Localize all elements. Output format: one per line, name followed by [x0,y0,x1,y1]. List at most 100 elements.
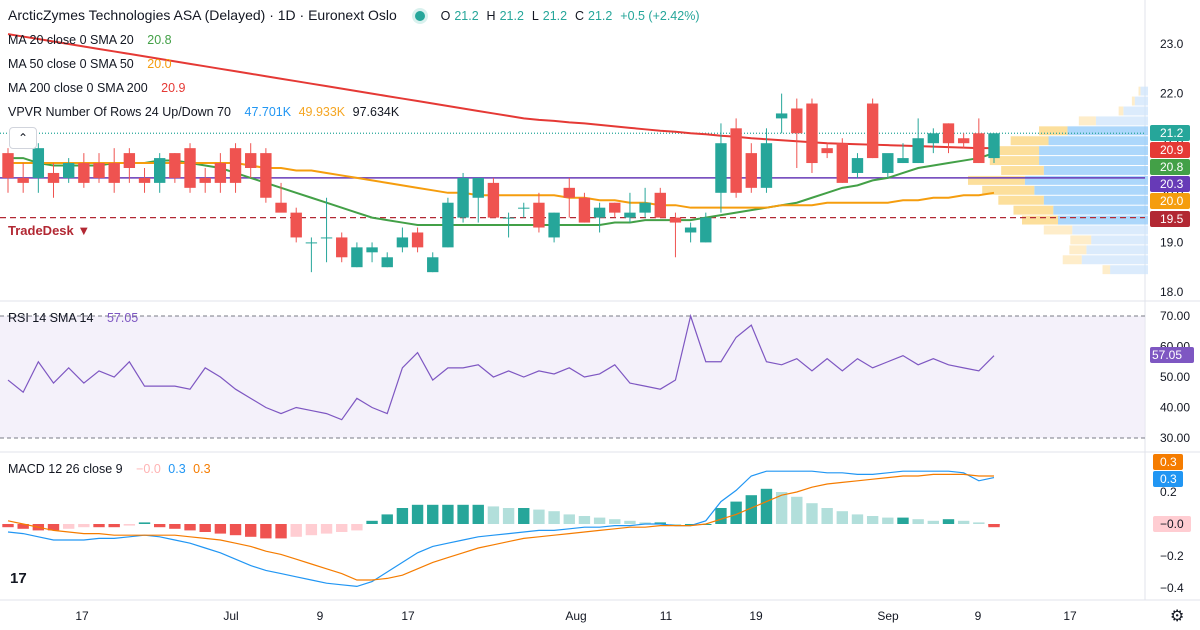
macd-histogram-bar [472,504,484,524]
macd-histogram-bar [775,492,788,524]
macd-histogram-bar [821,508,833,524]
candle-body [245,153,257,168]
macd-histogram-bar [351,524,363,531]
vpvr-total: 97.634K [352,105,400,119]
price-tick-label: 23.0 [1160,37,1184,51]
macd-label: MACD 12 26 close 9 [8,462,123,476]
macd-histogram-bar [169,524,181,529]
chevron-up-icon: ⌃ [17,131,29,145]
ma200-label: MA 200 close 0 SMA 200 [8,81,148,95]
candle-body [578,197,591,223]
macd-histogram-bar [639,522,651,524]
candle-body [457,177,469,218]
price-axis-badge [1150,211,1190,227]
macd-histogram-bar [93,524,105,528]
candle-body [123,153,136,168]
ma200-legend[interactable]: MA 200 close 0 SMA 200 20.9 [8,81,190,95]
macd-histogram-bar [62,524,75,529]
price-tick-label: 18.0 [1160,285,1184,299]
volume-profile-bar-down [1043,195,1148,205]
volume-profile-bar-down [1110,265,1148,275]
price-axis-badge-label: 20.9 [1160,143,1184,157]
volume-profile-bar-down [1081,255,1148,265]
tradedesk-label[interactable]: TradeDesk ▼ [8,223,90,238]
candle-body [563,187,575,198]
macd-legend[interactable]: MACD 12 26 close 9 −0.0 0.3 0.3 [8,462,215,476]
volume-profile-bar-down [1043,166,1148,175]
candle-body [533,202,545,228]
macd-histogram-bar [806,503,818,524]
volume-profile-bar-up [1001,166,1044,175]
volume-profile-bar-down [1034,185,1148,195]
price-axis-badge-label: 20.8 [1160,160,1184,174]
candle-body [351,247,363,268]
candle-body [988,133,1000,159]
macd-badge [1153,454,1183,470]
price-tick-label: 19.0 [1160,235,1184,249]
macd-histogram-bar [593,517,606,524]
macd-histogram-bar [942,519,955,524]
macd-histogram-bar [17,524,29,529]
candle-body [32,148,45,178]
vpvr-label: VPVR Number Of Rows 24 Up/Down 70 [8,105,232,119]
macd-histogram-bar [533,509,545,524]
candle-body [654,192,666,218]
candle-body [275,202,287,213]
rsi-legend[interactable]: RSI 14 SMA 14 57.05 [8,311,142,325]
ma50-label: MA 50 close 0 SMA 50 [8,57,134,71]
ma50-legend[interactable]: MA 50 close 0 SMA 50 20.0 [8,57,176,71]
candle-body [593,207,606,218]
tradingview-logo-icon[interactable]: 17 [10,570,27,587]
volume-profile-bar-up [1118,106,1124,116]
time-axis-label: 9 [975,609,982,623]
candle-body [93,163,105,178]
vpvr-legend[interactable]: VPVR Number Of Rows 24 Up/Down 70 47.701… [8,105,403,119]
symbol-title[interactable]: ArcticZymes Technologies ASA (Delayed) ·… [8,7,397,23]
macd-histogram-bar [912,519,924,524]
candle-body [745,153,757,188]
candle-body [851,158,864,173]
candle-body [472,177,484,198]
macd-histogram-bar [609,519,621,524]
candle-body [411,232,424,248]
macd-tick-label: 0.2 [1160,485,1177,499]
candle-body [882,153,894,173]
price-axis-badge [1150,159,1190,175]
collapse-legend-button[interactable]: ⌃ [9,127,37,149]
macd-histogram-bar [290,524,302,537]
macd-histogram-bar [138,522,151,524]
candle-body [78,163,90,183]
candle-body [684,227,697,233]
macd-histogram-bar [973,522,985,524]
price-axis-badge-label: 19.5 [1160,212,1184,226]
time-axis-label: 17 [75,609,89,623]
macd-histogram-bar [502,508,515,524]
candle-body [381,257,393,268]
gear-icon[interactable]: ⚙ [1170,608,1185,625]
macd-histogram-bar [760,488,773,524]
time-axis-label: 17 [1063,609,1077,623]
time-axis-label: 17 [401,609,415,623]
candle-body [548,212,560,238]
volume-profile-bar-up [1070,235,1092,245]
volume-profile-bar-down [1134,96,1148,106]
rsi-badge [1150,347,1194,363]
ma20-legend[interactable]: MA 20 close 0 SMA 20 20.8 [8,33,176,47]
candle-body [184,148,196,188]
macd-histogram-bar [154,524,166,528]
rsi-label: RSI 14 SMA 14 [8,311,94,325]
time-axis-label: 11 [660,609,673,623]
volume-profile-bar-up [1131,96,1135,106]
volume-profile-bar-up [1069,245,1087,255]
candle-body [2,153,14,178]
volume-profile-bar-up [998,195,1044,205]
macd-histogram-bar [730,501,742,524]
vpvr-up: 47.701K [244,105,292,119]
candle-body [229,148,242,183]
candle-body [442,202,454,248]
candle-body [836,143,848,183]
macd-badge-label: −0.0 [1160,517,1184,531]
macd-histogram-bar [548,511,560,524]
time-axis-label: Aug [565,609,586,623]
